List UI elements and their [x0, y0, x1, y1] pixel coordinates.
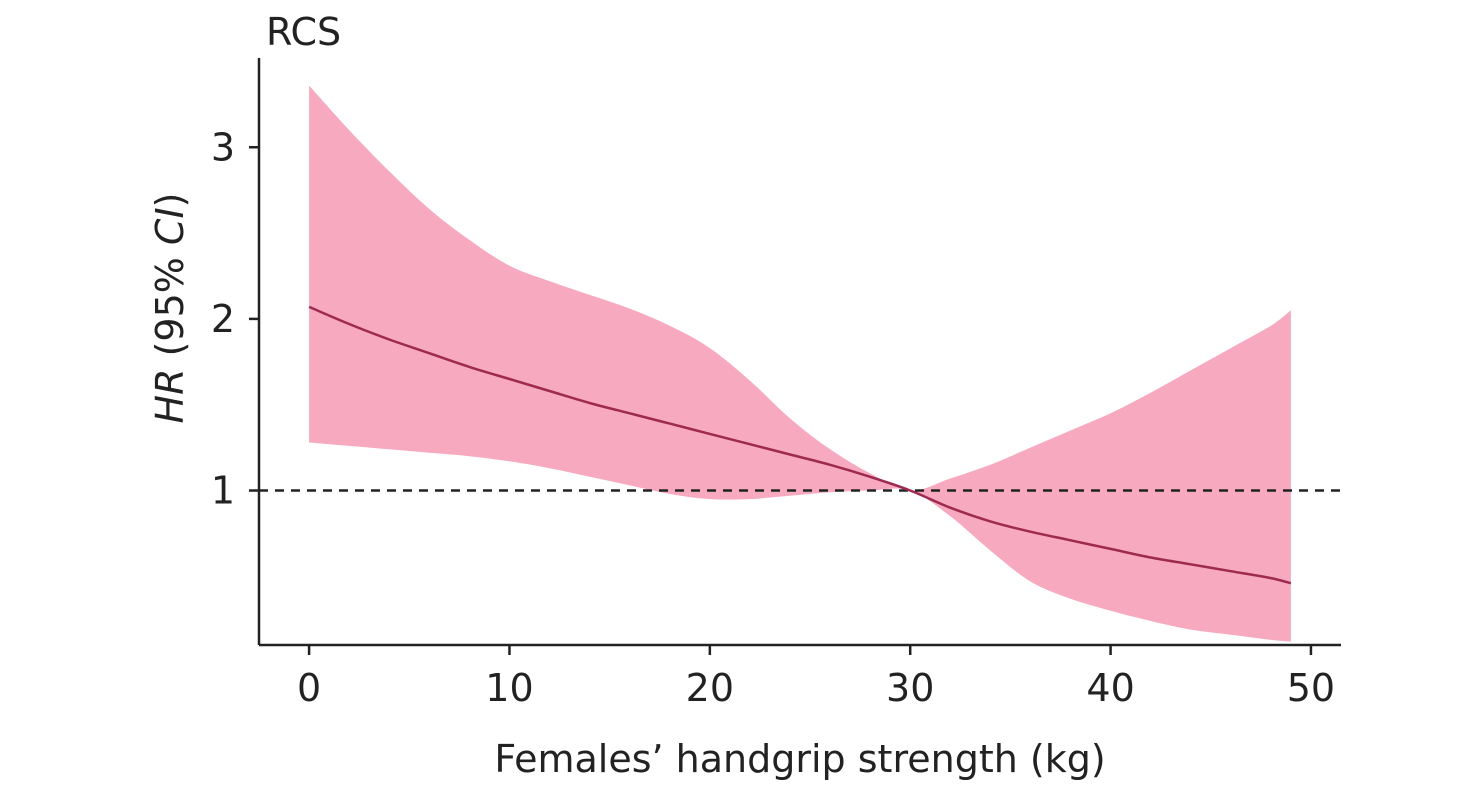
- chart-title: RCS: [266, 10, 341, 54]
- y-axis-title: HR (95% CI): [148, 192, 192, 423]
- x-axis-title: Females’ handgrip strength (kg): [494, 737, 1105, 781]
- x-tick-label: 0: [297, 666, 321, 710]
- y-axis-title-hr: HR: [148, 369, 192, 424]
- x-tick-label: 40: [1086, 666, 1134, 710]
- y-axis-title-end: ): [148, 192, 192, 207]
- x-tick-label: 10: [485, 666, 533, 710]
- x-tick-label: 20: [686, 666, 734, 710]
- plot-area: [259, 85, 1341, 642]
- x-ticks: 0 10 20 30 40 50: [297, 645, 1335, 710]
- x-tick-label: 30: [886, 666, 934, 710]
- y-tick-label: 3: [211, 125, 235, 169]
- hr-curve: [308, 305, 1292, 585]
- y-axis-title-mid: (95%: [148, 245, 192, 368]
- y-tick-label: 1: [211, 469, 235, 513]
- confidence-band: [309, 85, 1291, 642]
- y-tick-label: 2: [211, 297, 235, 341]
- axes: [257, 58, 1341, 647]
- y-axis-title-ci: CI: [148, 207, 192, 245]
- x-tick-label: 50: [1287, 666, 1335, 710]
- y-ticks: 1 2 3: [211, 125, 259, 513]
